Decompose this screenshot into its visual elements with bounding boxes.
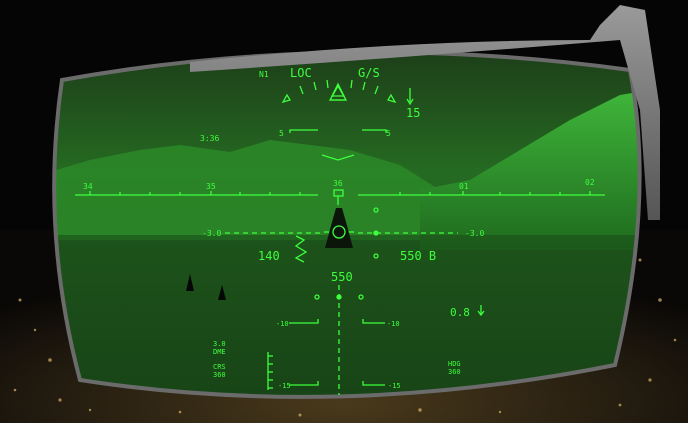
mach-trend-arrow-icon	[477, 305, 485, 317]
frame-support-arm	[190, 5, 660, 220]
vs-value: 15	[406, 106, 420, 120]
pitch-m15-left-line	[289, 381, 319, 386]
guidance-cue-silhouette	[325, 208, 353, 248]
time-label: 3:36	[200, 134, 219, 143]
pitch-m3-left-label: -3.0	[202, 229, 221, 238]
crs-value: 360	[213, 371, 226, 379]
horizon-chevron	[321, 154, 355, 161]
centerline-dot-center	[336, 294, 342, 300]
ground-marker-1	[186, 274, 194, 291]
roll-scale	[281, 79, 397, 104]
radio-alt-value: 550	[331, 270, 353, 284]
altitude-dot	[373, 253, 379, 259]
centerline-dot-right	[358, 294, 364, 300]
heading-tick-36: 36	[333, 179, 343, 188]
vs-arrow-icon	[406, 98, 414, 106]
pitch-m10-left-label: -10	[276, 320, 289, 328]
dme-value: 3.0	[213, 340, 226, 348]
heading-ticks	[89, 191, 591, 195]
pitch-m15-left-label: -15	[278, 382, 291, 390]
heading-tick-34: 34	[83, 182, 93, 191]
heading-tick-01: 01	[459, 182, 469, 191]
pitch-m3-right-label: -3.0	[465, 229, 484, 238]
mode-label: N1	[259, 70, 269, 79]
terrain-ground	[54, 235, 640, 397]
roll-bug-right-icon	[387, 93, 397, 104]
pitch-m10-right-label: -10	[387, 320, 400, 328]
pitch-5-left-label: 5	[279, 129, 284, 138]
speed-trend-icon	[294, 235, 308, 263]
speed-value: 140	[258, 249, 280, 263]
pitch-5-left-line	[289, 129, 318, 133]
dme-label: DME	[213, 348, 226, 356]
pitch-m10-right-line	[362, 319, 385, 324]
crs-label: CRS	[213, 363, 226, 371]
pitch-m15-right-line	[362, 381, 385, 386]
centerline-dot-left	[314, 294, 320, 300]
pitch-m15-right-label: -15	[388, 382, 401, 390]
gs-label: G/S	[358, 66, 380, 80]
loc-label: LOC	[290, 66, 312, 80]
gs-deviation-dot	[373, 230, 379, 236]
ground-marker-2	[218, 285, 226, 300]
pitch-m10-left-line	[289, 319, 319, 324]
heading-tick-35: 35	[206, 182, 216, 191]
mountain-right	[420, 90, 640, 250]
hdg-value: 360	[448, 368, 461, 376]
pitch-5-right-label: 5	[386, 129, 391, 138]
vertical-deviation-scale	[267, 352, 273, 390]
pitch-5-right-line	[362, 129, 387, 133]
city-light-dots	[13, 258, 677, 417]
hdg-label: HDG	[448, 360, 461, 368]
roll-bug-left-icon	[281, 93, 291, 104]
altitude-value: 550 B	[400, 249, 436, 263]
heading-tick-02: 02	[585, 178, 595, 187]
loc-deviation-dot	[373, 207, 379, 213]
mach-value: 0.8	[450, 306, 470, 319]
hud-symbology: N1 LOC G/S 15 3:36 5 5	[75, 66, 605, 395]
